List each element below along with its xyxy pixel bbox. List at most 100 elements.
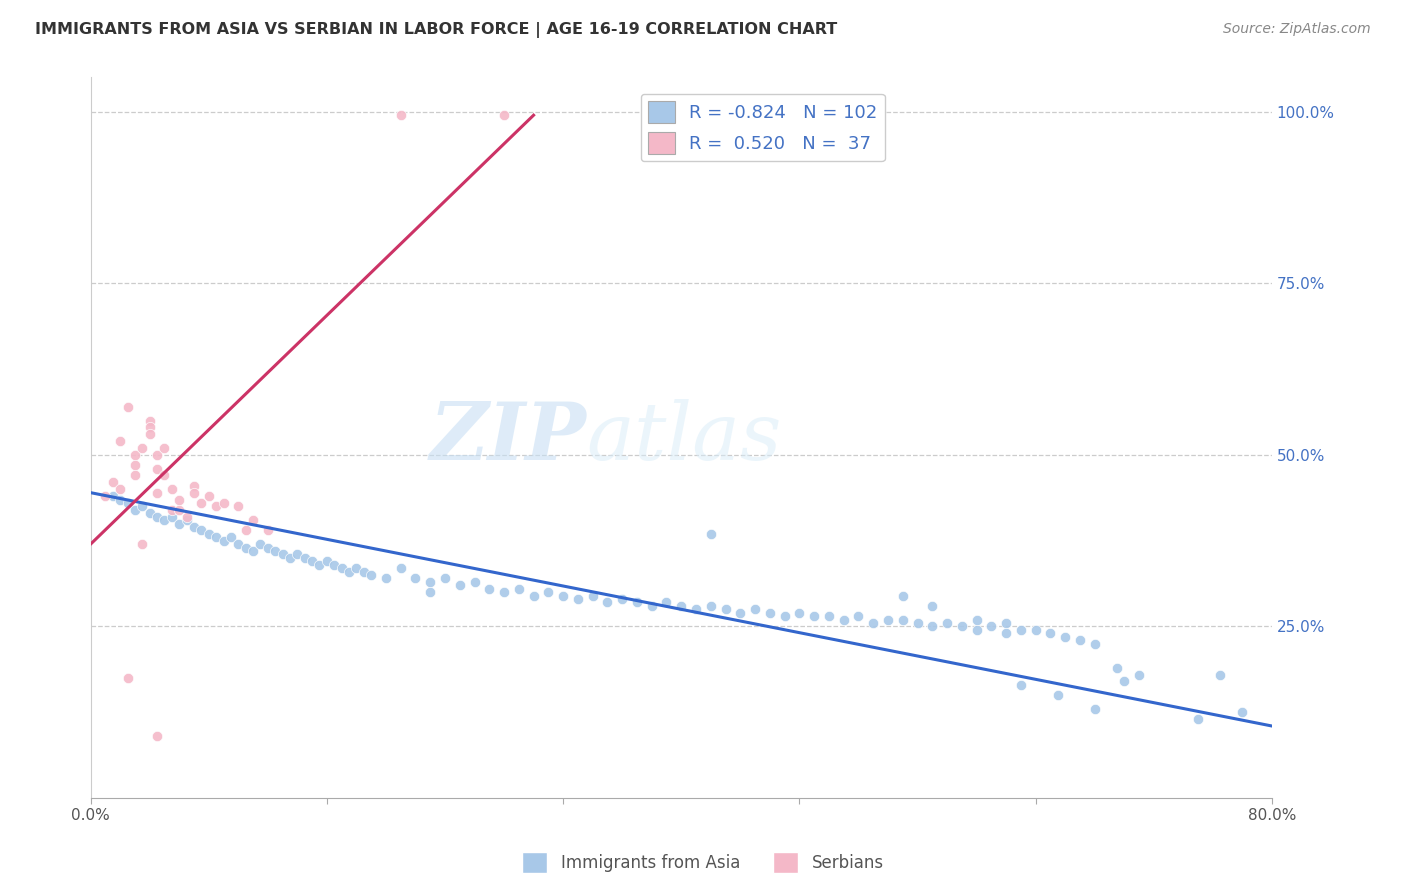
Point [950, 619, 973, 633]
Point [1105, 661, 1128, 675]
Point [226, 537, 249, 551]
Point [1232, 706, 1254, 720]
Point [153, 441, 176, 455]
Point [1128, 667, 1150, 681]
Point [966, 623, 988, 637]
Point [124, 468, 146, 483]
Point [818, 609, 841, 624]
Legend: Immigrants from Asia, Serbians: Immigrants from Asia, Serbians [516, 846, 890, 880]
Point [256, 541, 278, 555]
Point [789, 606, 811, 620]
Point [389, 561, 412, 575]
Point [1010, 623, 1032, 637]
Point [242, 513, 264, 527]
Point [419, 585, 441, 599]
Point [138, 414, 160, 428]
Point [612, 592, 634, 607]
Point [936, 615, 959, 630]
Point [1187, 712, 1209, 726]
Point [264, 544, 287, 558]
Point [494, 108, 516, 122]
Point [212, 496, 235, 510]
Point [803, 609, 825, 624]
Point [301, 554, 323, 568]
Point [108, 492, 131, 507]
Point [176, 509, 198, 524]
Point [131, 500, 153, 514]
Point [205, 530, 228, 544]
Point [1046, 688, 1069, 702]
Point [190, 496, 212, 510]
Point [219, 530, 242, 544]
Point [419, 574, 441, 589]
Point [101, 475, 124, 490]
Point [353, 565, 375, 579]
Point [773, 609, 796, 624]
Point [197, 526, 219, 541]
Point [1084, 637, 1107, 651]
Point [117, 400, 139, 414]
Point [183, 479, 205, 493]
Point [641, 599, 664, 613]
Point [108, 482, 131, 496]
Point [494, 585, 516, 599]
Point [271, 548, 294, 562]
Point [1069, 633, 1091, 648]
Point [108, 434, 131, 449]
Point [523, 589, 546, 603]
Point [626, 595, 648, 609]
Point [167, 516, 190, 531]
Point [285, 548, 308, 562]
Text: Source: ZipAtlas.com: Source: ZipAtlas.com [1223, 22, 1371, 37]
Point [404, 571, 426, 585]
Point [877, 613, 900, 627]
Point [124, 448, 146, 462]
Point [655, 595, 678, 609]
Point [153, 513, 176, 527]
Point [1010, 678, 1032, 692]
Point [146, 509, 169, 524]
Point [323, 558, 346, 572]
Point [138, 420, 160, 434]
Legend: R = -0.824   N = 102, R =  0.520   N =  37: R = -0.824 N = 102, R = 0.520 N = 37 [641, 94, 884, 161]
Point [1114, 674, 1136, 689]
Point [582, 589, 605, 603]
Point [294, 550, 316, 565]
Point [256, 524, 278, 538]
Point [891, 589, 914, 603]
Point [131, 441, 153, 455]
Text: atlas: atlas [586, 399, 782, 476]
Point [131, 537, 153, 551]
Point [759, 606, 782, 620]
Text: IMMIGRANTS FROM ASIA VS SERBIAN IN LABOR FORCE | AGE 16-19 CORRELATION CHART: IMMIGRANTS FROM ASIA VS SERBIAN IN LABOR… [35, 22, 838, 38]
Point [995, 615, 1018, 630]
Point [176, 513, 198, 527]
Point [212, 533, 235, 548]
Point [138, 506, 160, 520]
Point [249, 537, 271, 551]
Point [848, 609, 870, 624]
Point [146, 448, 169, 462]
Point [278, 550, 301, 565]
Point [995, 626, 1018, 640]
Point [891, 613, 914, 627]
Point [744, 602, 766, 616]
Point [714, 602, 737, 616]
Point [966, 613, 988, 627]
Point [1054, 630, 1077, 644]
Point [449, 578, 471, 592]
Point [197, 489, 219, 503]
Point [344, 561, 367, 575]
Point [389, 108, 412, 122]
Point [153, 468, 176, 483]
Point [374, 571, 396, 585]
Point [101, 489, 124, 503]
Point [124, 458, 146, 473]
Point [94, 489, 117, 503]
Point [183, 520, 205, 534]
Point [360, 568, 382, 582]
Point [330, 561, 353, 575]
Point [146, 729, 169, 743]
Point [315, 554, 337, 568]
Point [1039, 626, 1062, 640]
